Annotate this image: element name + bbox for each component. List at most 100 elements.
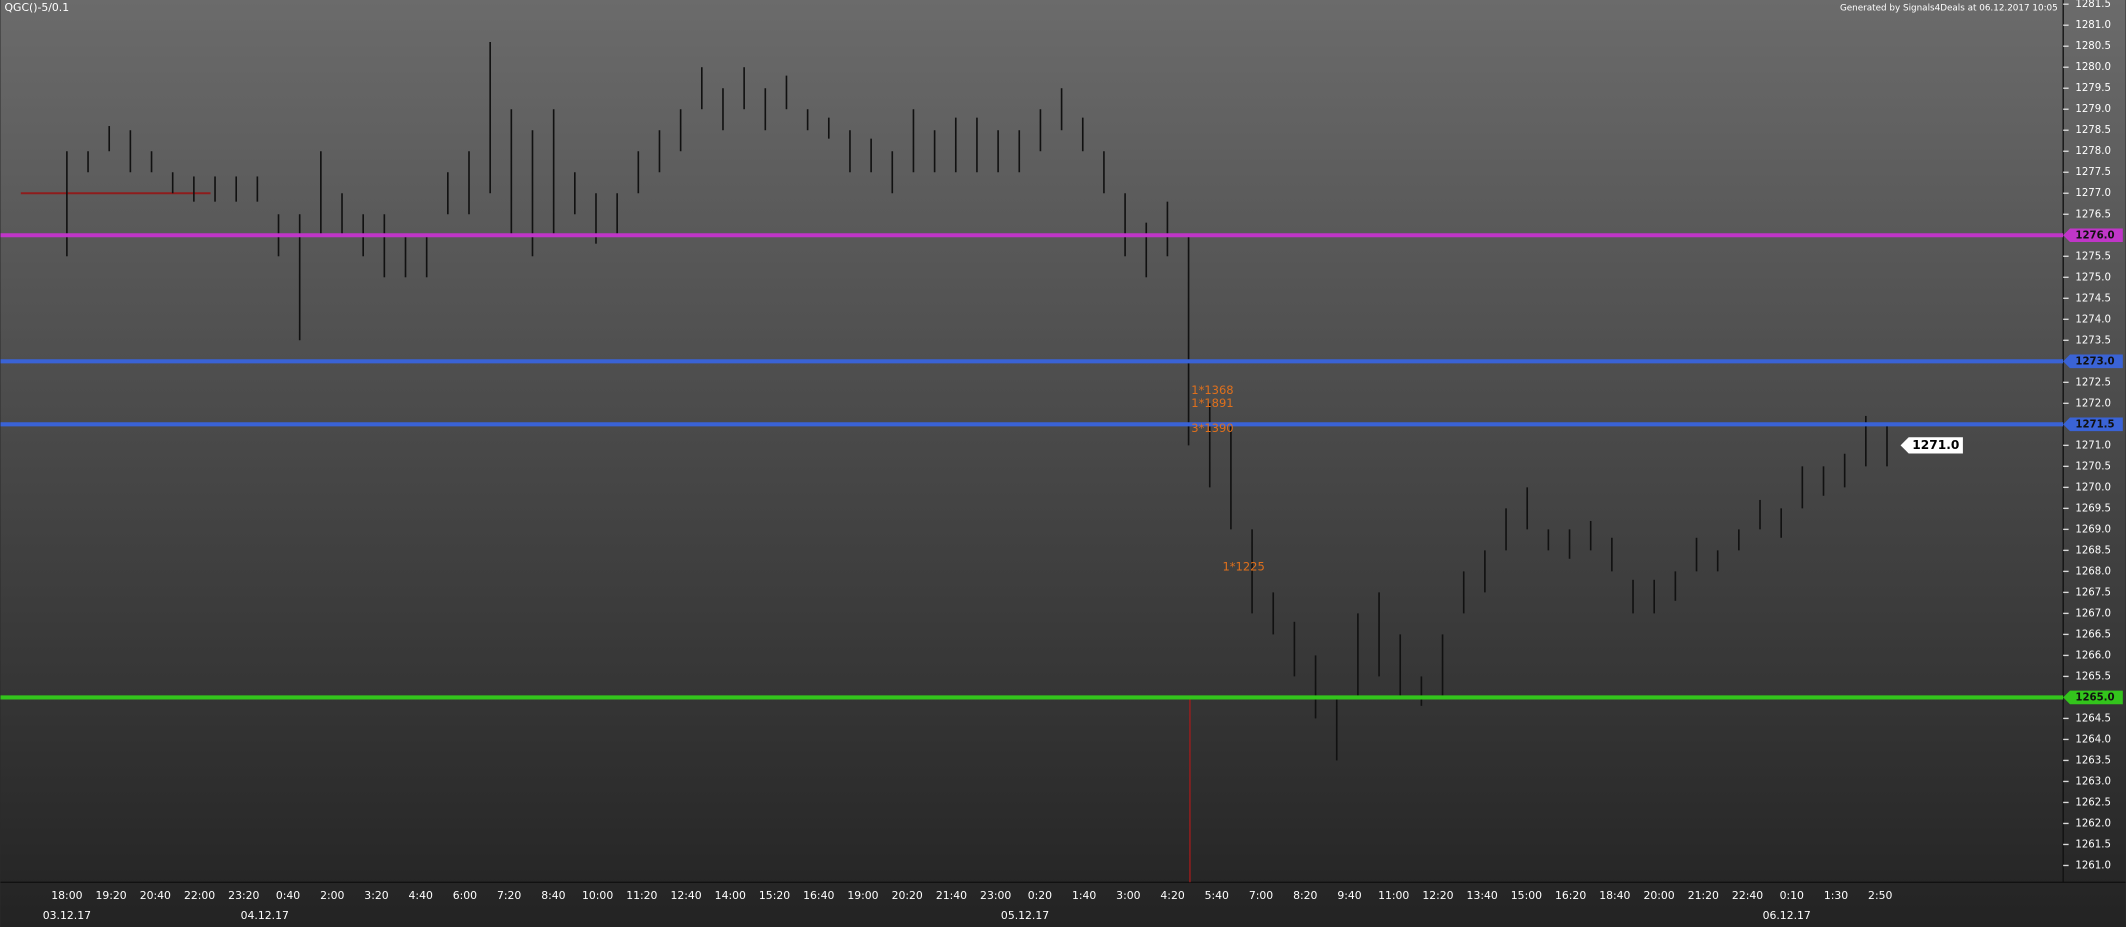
y-tick-label: 1269.0 [2075, 524, 2111, 535]
x-tick-label: 20:40 [140, 889, 171, 902]
y-tick-label: 1272.5 [2075, 377, 2111, 388]
y-tick-label: 1277.0 [2075, 188, 2111, 199]
x-tick-label: 0:10 [1780, 889, 1804, 902]
y-tick-label: 1266.5 [2075, 629, 2111, 640]
level-tag [2063, 690, 2123, 705]
x-tick-label: 5:40 [1205, 889, 1229, 902]
x-tick-label: 15:20 [759, 889, 790, 902]
x-tick-label: 19:00 [847, 889, 878, 902]
x-tick-label: 22:40 [1732, 889, 1763, 902]
y-tick-label: 1265.5 [2075, 671, 2111, 682]
y-tick-label: 1281.5 [2075, 0, 2111, 10]
y-tick-label: 1277.5 [2075, 167, 2111, 178]
x-tick-label: 2:50 [1868, 889, 1892, 902]
x-tick-label: 7:00 [1249, 889, 1273, 902]
date-label: 06.12.17 [1763, 909, 1811, 922]
x-tick-label: 23:00 [980, 889, 1011, 902]
x-tick-label: 3:00 [1116, 889, 1140, 902]
y-tick-label: 1275.0 [2075, 272, 2111, 283]
y-tick-label: 1273.5 [2075, 335, 2111, 346]
y-tick-label: 1274.0 [2075, 314, 2111, 325]
y-tick-label: 1267.5 [2075, 587, 2111, 598]
y-tick-label: 1266.0 [2075, 650, 2111, 661]
last-price-tag [1900, 437, 1963, 454]
x-tick-label: 16:40 [803, 889, 834, 902]
x-tick-label: 20:00 [1643, 889, 1674, 902]
x-tick-label: 3:20 [364, 889, 388, 902]
y-tick-label: 1280.0 [2075, 62, 2111, 73]
y-tick-label: 1268.5 [2075, 545, 2111, 556]
y-tick-label: 1278.0 [2075, 146, 2111, 157]
x-tick-label: 21:20 [1688, 889, 1719, 902]
date-label: 03.12.17 [43, 909, 91, 922]
x-tick-label: 12:40 [670, 889, 701, 902]
annotation: 1*1368 [1191, 383, 1233, 397]
chart-title: QGC()-5/0.1 [5, 1, 70, 14]
y-tick-label: 1274.5 [2075, 293, 2111, 304]
x-tick-label: 8:40 [541, 889, 565, 902]
level-label: 1265.0 [2075, 692, 2114, 703]
y-tick-label: 1275.5 [2075, 251, 2111, 262]
y-tick-label: 1272.0 [2075, 398, 2111, 409]
y-tick-label: 1278.5 [2075, 125, 2111, 136]
y-tick-label: 1276.5 [2075, 209, 2111, 220]
level-tag [2063, 228, 2123, 243]
x-tick-label: 14:00 [715, 889, 746, 902]
x-tick-label: 22:00 [184, 889, 215, 902]
annotation: 1*1225 [1222, 560, 1264, 574]
date-label: 05.12.17 [1001, 909, 1049, 922]
y-tick-label: 1280.5 [2075, 41, 2111, 52]
y-tick-label: 1281.0 [2075, 20, 2111, 31]
x-tick-label: 19:20 [96, 889, 127, 902]
x-tick-label: 7:20 [497, 889, 521, 902]
y-tick-label: 1262.0 [2075, 818, 2111, 829]
level-label: 1273.0 [2075, 356, 2114, 367]
x-tick-label: 8:20 [1293, 889, 1317, 902]
x-tick-label: 13:40 [1467, 889, 1498, 902]
x-tick-label: 1:40 [1072, 889, 1096, 902]
y-tick-label: 1261.5 [2075, 839, 2111, 850]
x-tick-label: 10:00 [582, 889, 613, 902]
level-label: 1271.5 [2075, 419, 2114, 430]
x-tick-label: 11:20 [626, 889, 657, 902]
x-tick-label: 15:00 [1511, 889, 1542, 902]
y-tick-label: 1270.0 [2075, 482, 2111, 493]
level-label: 1276.0 [2075, 230, 2114, 241]
y-tick-label: 1269.5 [2075, 503, 2111, 514]
y-tick-label: 1267.0 [2075, 608, 2111, 619]
chart-subtitle: Generated by Signals4Deals at 06.12.2017… [1840, 4, 2058, 14]
x-tick-label: 0:20 [1028, 889, 1052, 902]
x-tick-label: 20:20 [892, 889, 923, 902]
y-tick-label: 1261.0 [2075, 860, 2111, 871]
x-tick-label: 0:40 [276, 889, 300, 902]
x-tick-label: 18:00 [51, 889, 82, 902]
annotation: 1*1891 [1191, 396, 1233, 410]
y-tick-label: 1268.0 [2075, 566, 2111, 577]
y-tick-label: 1262.5 [2075, 797, 2111, 808]
x-tick-label: 21:40 [936, 889, 967, 902]
x-tick-label: 18:40 [1599, 889, 1630, 902]
x-tick-label: 2:00 [320, 889, 344, 902]
level-tag [2063, 354, 2123, 369]
y-tick-label: 1271.0 [2075, 440, 2111, 451]
annotation: 3*1390 [1191, 421, 1233, 435]
last-price-label: 1271.0 [1912, 438, 1959, 452]
x-tick-label: 4:20 [1160, 889, 1184, 902]
y-tick-label: 1263.0 [2075, 776, 2111, 787]
x-tick-label: 12:20 [1422, 889, 1453, 902]
level-tag [2063, 417, 2123, 432]
x-tick-label: 4:40 [409, 889, 433, 902]
y-tick-label: 1264.0 [2075, 734, 2111, 745]
date-label: 04.12.17 [241, 909, 289, 922]
y-tick-label: 1264.5 [2075, 713, 2111, 724]
x-tick-label: 16:20 [1555, 889, 1586, 902]
y-tick-label: 1279.0 [2075, 104, 2111, 115]
y-tick-label: 1270.5 [2075, 461, 2111, 472]
x-tick-label: 11:00 [1378, 889, 1409, 902]
y-tick-label: 1279.5 [2075, 83, 2111, 94]
x-tick-label: 1:30 [1824, 889, 1848, 902]
x-tick-label: 9:40 [1337, 889, 1361, 902]
